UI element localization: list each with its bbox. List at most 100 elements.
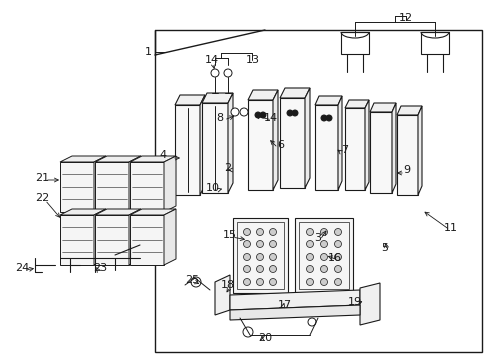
Polygon shape — [369, 112, 391, 193]
Circle shape — [254, 112, 261, 118]
Text: 13: 13 — [245, 55, 260, 65]
Polygon shape — [215, 275, 229, 315]
Circle shape — [256, 279, 263, 285]
Circle shape — [243, 327, 252, 337]
Bar — [155, 30, 481, 352]
Polygon shape — [175, 105, 200, 195]
Polygon shape — [396, 115, 417, 195]
Polygon shape — [95, 162, 129, 212]
Circle shape — [210, 69, 219, 77]
Text: 3: 3 — [314, 233, 321, 243]
Polygon shape — [60, 215, 94, 265]
Polygon shape — [337, 96, 341, 190]
Text: 25: 25 — [184, 275, 199, 285]
Text: 7: 7 — [341, 145, 348, 155]
Text: 20: 20 — [257, 333, 271, 343]
Polygon shape — [95, 215, 129, 265]
Circle shape — [306, 253, 313, 261]
Text: 24: 24 — [15, 263, 29, 273]
Polygon shape — [227, 93, 232, 193]
Polygon shape — [130, 209, 176, 215]
Circle shape — [325, 115, 331, 121]
Polygon shape — [129, 156, 141, 212]
Circle shape — [269, 279, 276, 285]
Circle shape — [320, 240, 327, 248]
Circle shape — [286, 110, 292, 116]
Text: 5: 5 — [381, 243, 387, 253]
Polygon shape — [130, 215, 163, 265]
Circle shape — [243, 253, 250, 261]
Polygon shape — [60, 162, 94, 212]
Circle shape — [230, 108, 239, 116]
Polygon shape — [163, 209, 176, 265]
Text: 14: 14 — [264, 113, 278, 123]
Polygon shape — [280, 98, 305, 188]
Polygon shape — [417, 106, 421, 195]
Circle shape — [256, 266, 263, 273]
Circle shape — [256, 229, 263, 235]
Circle shape — [243, 240, 250, 248]
Polygon shape — [314, 105, 337, 190]
Circle shape — [260, 112, 265, 118]
Polygon shape — [391, 103, 395, 193]
Circle shape — [269, 253, 276, 261]
Polygon shape — [130, 162, 163, 212]
Polygon shape — [95, 209, 141, 215]
Polygon shape — [359, 283, 379, 325]
Polygon shape — [202, 103, 227, 193]
Text: 21: 21 — [35, 173, 49, 183]
Text: 19: 19 — [347, 297, 361, 307]
Circle shape — [320, 279, 327, 285]
Polygon shape — [345, 100, 368, 108]
Polygon shape — [94, 209, 106, 265]
Text: 12: 12 — [398, 13, 412, 23]
Text: 22: 22 — [35, 193, 49, 203]
Bar — [237, 222, 284, 289]
Text: 23: 23 — [93, 263, 107, 273]
Circle shape — [334, 279, 341, 285]
Text: 16: 16 — [327, 253, 341, 263]
Circle shape — [224, 69, 231, 77]
Text: 4: 4 — [159, 150, 166, 160]
Circle shape — [320, 229, 327, 235]
Circle shape — [306, 279, 313, 285]
Polygon shape — [200, 95, 204, 195]
Text: 6: 6 — [277, 140, 284, 150]
Polygon shape — [229, 305, 359, 320]
Text: 10: 10 — [205, 183, 220, 193]
Circle shape — [320, 266, 327, 273]
Circle shape — [240, 108, 247, 116]
Polygon shape — [130, 156, 176, 162]
Polygon shape — [163, 156, 176, 212]
Bar — [232, 218, 287, 293]
Polygon shape — [272, 90, 278, 190]
Polygon shape — [60, 209, 106, 215]
Circle shape — [320, 253, 327, 261]
Polygon shape — [305, 88, 309, 188]
Polygon shape — [229, 290, 359, 310]
Text: 17: 17 — [277, 300, 291, 310]
Polygon shape — [364, 100, 368, 190]
Circle shape — [243, 229, 250, 235]
Text: 2: 2 — [224, 163, 231, 173]
Text: 14: 14 — [204, 55, 219, 65]
Circle shape — [243, 266, 250, 273]
Bar — [298, 222, 348, 289]
Polygon shape — [396, 106, 421, 115]
Text: 1: 1 — [144, 47, 151, 57]
Polygon shape — [202, 93, 232, 103]
Text: 15: 15 — [223, 230, 237, 240]
Text: 18: 18 — [221, 280, 235, 290]
Circle shape — [334, 240, 341, 248]
Polygon shape — [247, 100, 272, 190]
Text: 9: 9 — [403, 165, 410, 175]
Circle shape — [334, 266, 341, 273]
Polygon shape — [314, 96, 341, 105]
Polygon shape — [175, 95, 204, 105]
Circle shape — [334, 229, 341, 235]
Circle shape — [291, 110, 297, 116]
Circle shape — [334, 253, 341, 261]
Polygon shape — [129, 209, 141, 265]
Bar — [294, 218, 352, 293]
Circle shape — [306, 240, 313, 248]
